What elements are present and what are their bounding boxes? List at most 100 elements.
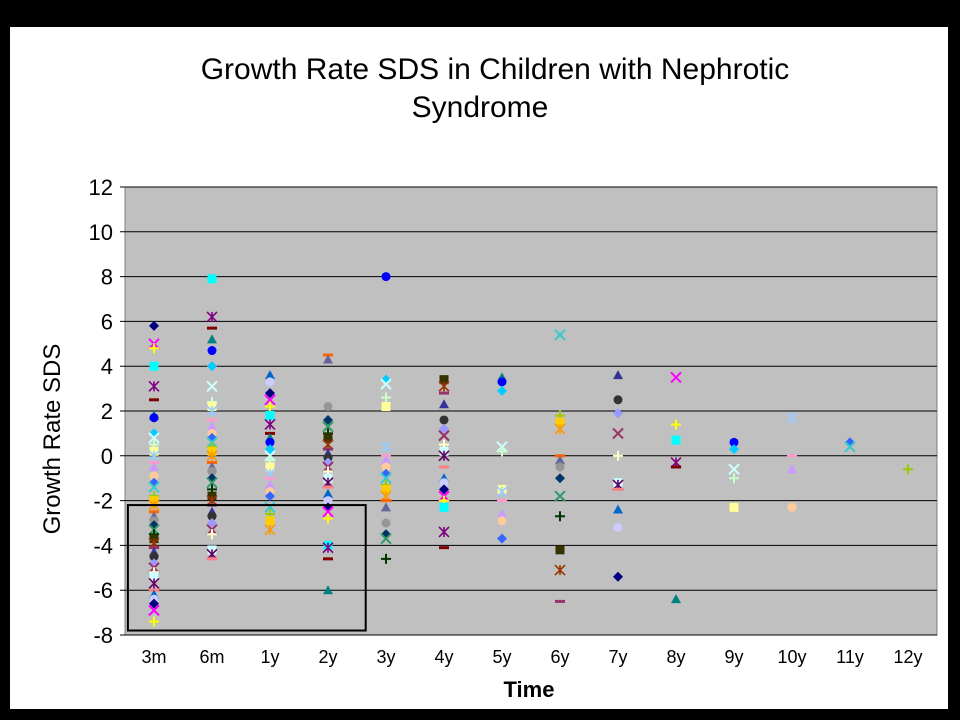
data-point [149, 413, 159, 423]
data-point [613, 395, 623, 405]
data-point [264, 394, 276, 406]
data-point [729, 444, 739, 455]
highlight-box [126, 504, 367, 632]
data-point [787, 502, 797, 512]
data-point [265, 410, 275, 420]
data-point [439, 502, 449, 512]
data-point [207, 274, 217, 284]
data-point [149, 320, 159, 331]
data-point [323, 354, 333, 364]
data-point [670, 371, 682, 384]
data-point [265, 444, 275, 455]
y-axis-label: Growth Rate SDS [39, 344, 66, 535]
data-point [265, 377, 275, 387]
data-point [380, 472, 392, 484]
data-point [265, 462, 275, 472]
x-tick-label: 6m [199, 647, 224, 667]
data-point [555, 511, 565, 522]
data-point [439, 415, 449, 425]
data-point [786, 412, 798, 424]
data-point [554, 329, 566, 341]
data-point [264, 501, 276, 514]
data-point [497, 516, 507, 526]
y-tick-label: -8 [93, 623, 113, 648]
data-points [148, 272, 913, 627]
data-point [148, 481, 160, 493]
data-point [381, 272, 391, 282]
x-tick-label: 1y [260, 647, 279, 667]
y-tick-label: -6 [93, 578, 113, 603]
x-tick-label: 8y [666, 647, 685, 667]
data-point [149, 552, 159, 562]
data-point [265, 388, 275, 399]
data-point [381, 518, 391, 528]
data-point [322, 542, 334, 554]
data-point [380, 532, 392, 545]
data-point [207, 361, 217, 372]
y-tick-label: 0 [101, 444, 113, 469]
data-point [438, 526, 450, 538]
data-point [207, 334, 217, 344]
data-point [613, 408, 623, 419]
data-point [323, 414, 333, 425]
data-point [148, 432, 160, 444]
data-point [323, 488, 333, 498]
x-axis-label: Time [504, 677, 555, 702]
data-point [381, 553, 391, 564]
data-point [322, 420, 334, 433]
data-point [497, 385, 507, 396]
data-point [381, 402, 391, 412]
x-tick-label: 5y [492, 647, 511, 667]
data-point [206, 450, 218, 462]
chart-title-line-2: Syndrome [412, 91, 549, 124]
data-point [206, 405, 218, 417]
data-point [207, 346, 217, 356]
data-point [671, 594, 681, 604]
data-point [903, 464, 913, 475]
data-point [555, 417, 565, 427]
x-tick-label: 10y [777, 647, 806, 667]
data-point [265, 370, 275, 380]
x-tick-labels: 3m 6m 1y 2y 3y 4y 5y 6y 7y 8y 9y 10y 11y 12y [141, 647, 922, 667]
chart: Growth Rate SDS in Children with Nephrot… [39, 53, 938, 702]
data-point [265, 516, 275, 526]
data-point [439, 478, 449, 488]
data-point [613, 522, 623, 532]
x-tick-label: 6y [550, 647, 569, 667]
data-point [844, 441, 856, 453]
data-point [322, 506, 334, 518]
x-tick-label: 9y [724, 647, 743, 667]
data-point [323, 402, 333, 412]
data-point [265, 437, 275, 447]
data-point [671, 435, 681, 445]
x-tick-label: 11y [836, 647, 864, 667]
data-point [149, 361, 159, 371]
data-point [148, 380, 160, 392]
x-tick-label: 4y [434, 647, 453, 667]
data-point [264, 418, 276, 431]
data-point [149, 462, 159, 471]
x-tick-label: 3m [141, 647, 166, 667]
data-point [554, 423, 566, 435]
y-tick-label: 6 [101, 309, 113, 334]
data-point [207, 421, 217, 431]
data-point [497, 446, 507, 457]
x-tick-label: 7y [608, 647, 627, 667]
y-tick-labels: 12 10 8 6 4 2 0 -2 -4 -6 -8 [89, 175, 113, 648]
data-point [554, 490, 566, 502]
data-point [381, 462, 391, 472]
data-point [671, 419, 681, 430]
y-tick-label: 4 [101, 354, 113, 379]
data-point [439, 484, 449, 495]
data-point [439, 423, 449, 434]
gridlines [120, 186, 937, 636]
data-point [149, 616, 159, 627]
data-point [613, 504, 623, 514]
data-point [613, 571, 623, 582]
data-point [207, 466, 217, 476]
data-point [323, 496, 333, 506]
chart-title-line-1: Growth Rate SDS in Children with Nephrot… [201, 53, 790, 86]
data-point [148, 577, 160, 590]
data-point [323, 585, 333, 595]
data-point [381, 502, 391, 512]
